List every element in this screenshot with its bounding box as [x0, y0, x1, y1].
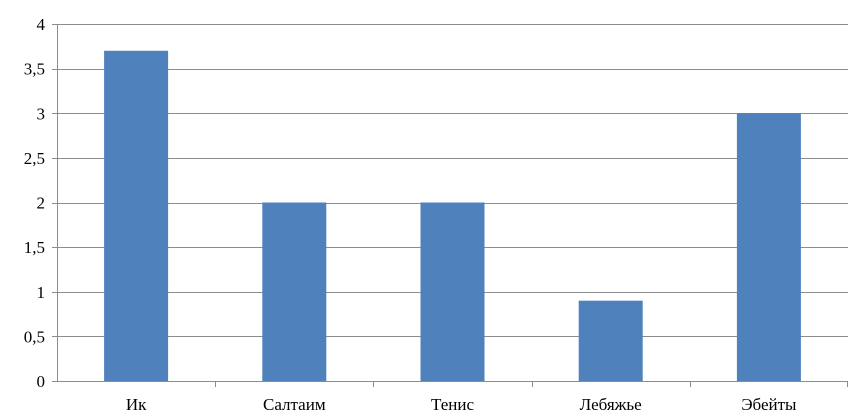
x-category-labels: Ик Салтаим Тенис Лебяжье Эбейты: [126, 395, 797, 414]
x-category-label: Тенис: [431, 395, 474, 414]
x-category-label: Эбейты: [741, 395, 797, 414]
y-tick-label: 0,5: [24, 327, 45, 346]
y-tick-label: 0: [37, 372, 46, 391]
y-tick-label: 2,5: [24, 149, 45, 168]
x-category-label: Ик: [126, 395, 147, 414]
y-tick-label: 1,5: [24, 238, 45, 257]
y-tick-label: 4: [37, 15, 46, 34]
axes: [52, 24, 848, 387]
x-category-label: Салтаим: [263, 395, 326, 414]
bar: [262, 202, 327, 381]
y-tick-label: 3: [37, 104, 46, 123]
y-tick-label: 2: [37, 194, 46, 213]
bar: [736, 113, 801, 381]
y-tick-labels: 0 0,5 1 1,5 2 2,5 3 3,5 4: [24, 15, 46, 391]
bar: [420, 202, 485, 381]
bar: [578, 300, 643, 381]
bar: [104, 50, 169, 382]
y-tick-label: 3,5: [24, 60, 45, 79]
x-category-label: Лебяжье: [580, 395, 642, 414]
y-tick-label: 1: [37, 283, 46, 302]
bars: [104, 50, 801, 382]
